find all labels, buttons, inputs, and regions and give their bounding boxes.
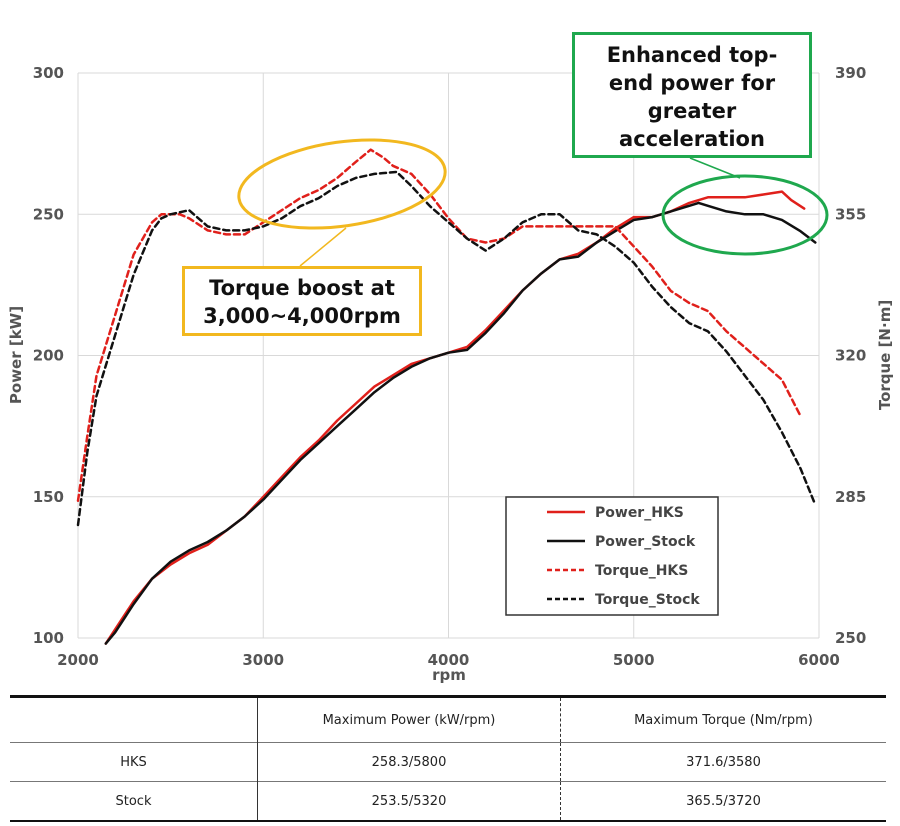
hks-max-torque: 371.6/3580 — [560, 742, 886, 782]
legend-label-power-stock: Power_Stock — [595, 534, 696, 550]
line-power-stock — [104, 201, 817, 645]
table-header-row: Maximum Power (kW/rpm) Maximum Torque (N… — [10, 695, 886, 743]
stock-max-torque: 365.5/3720 — [560, 781, 886, 822]
top-end-ellipse — [661, 174, 829, 256]
top-end-callout-line-3: greater — [647, 99, 737, 123]
y-axis-right-title: Torque [N·m] — [876, 300, 894, 410]
y-left-tick-300: 300 — [33, 64, 64, 82]
y-left-tick-100: 100 — [33, 629, 64, 647]
y-left-tick-250: 250 — [33, 205, 64, 223]
top-end-callout-line-4: acceleration — [619, 127, 765, 151]
stock-max-power: 253.5/5320 — [257, 781, 561, 822]
legend: Power_HKS Power_Stock Torque_HKS Torque_… — [505, 496, 719, 616]
legend-label-torque-stock: Torque_Stock — [595, 592, 700, 608]
hks-max-power: 258.3/5800 — [257, 742, 561, 782]
max-output-table: Maximum Power (kW/rpm) Maximum Torque (N… — [10, 695, 886, 822]
x-tick-6000: 6000 — [798, 651, 840, 669]
top-end-power-callout: Enhanced top- end power for greater acce… — [572, 32, 812, 158]
y-right-tick-390: 390 — [835, 64, 866, 82]
tick-labels: 2000 3000 4000 5000 6000 100 150 200 250 300 250 28… — [33, 64, 867, 669]
table-header-max-torque: Maximum Torque (Nm/rpm) — [560, 695, 886, 743]
x-tick-5000: 5000 — [613, 651, 655, 669]
row-label-stock: Stock — [10, 781, 258, 822]
x-tick-3000: 3000 — [242, 651, 284, 669]
highlight-ellipses — [237, 138, 829, 267]
torque-boost-ellipse — [237, 138, 447, 230]
series-lines — [76, 148, 817, 645]
top-end-leader — [689, 157, 741, 179]
torque-boost-callout-line-1: Torque boost at — [209, 276, 395, 300]
x-axis-title: rpm — [432, 666, 466, 684]
legend-label-torque-hks: Torque_HKS — [595, 563, 688, 579]
legend-label-power-hks: Power_HKS — [595, 505, 684, 521]
x-tick-2000: 2000 — [57, 651, 99, 669]
table-row: Stock 253.5/5320 365.5/3720 — [10, 781, 886, 822]
y-right-tick-355: 355 — [835, 205, 866, 223]
y-right-tick-285: 285 — [835, 488, 866, 506]
chart: 2000 3000 4000 5000 6000 100 150 200 250 300 250 28… — [7, 64, 894, 684]
series-torque-stock — [76, 170, 817, 527]
legend-box — [505, 496, 719, 616]
x-tick-4000: 4000 — [428, 651, 470, 669]
series-power-stock — [104, 201, 817, 645]
top-end-callout-line-1: Enhanced top- — [606, 43, 778, 67]
torque-boost-callout-line-2: 3,000~4,000rpm — [203, 304, 401, 328]
torque-boost-callout: Torque boost at 3,000~4,000rpm — [182, 266, 422, 336]
line-torque-stock — [76, 170, 817, 527]
y-right-tick-320: 320 — [835, 347, 866, 365]
y-left-tick-150: 150 — [33, 488, 64, 506]
table-header-max-power: Maximum Power (kW/rpm) — [257, 695, 561, 743]
y-axis-left-title: Power [kW] — [7, 306, 25, 404]
table-row: HKS 258.3/5800 371.6/3580 — [10, 742, 886, 782]
table-header-blank — [10, 695, 258, 743]
row-label-hks: HKS — [10, 742, 258, 782]
top-end-callout-line-2: end power for — [608, 71, 776, 95]
torque-boost-leader — [299, 227, 347, 267]
y-right-tick-250: 250 — [835, 629, 866, 647]
y-left-tick-200: 200 — [33, 347, 64, 365]
